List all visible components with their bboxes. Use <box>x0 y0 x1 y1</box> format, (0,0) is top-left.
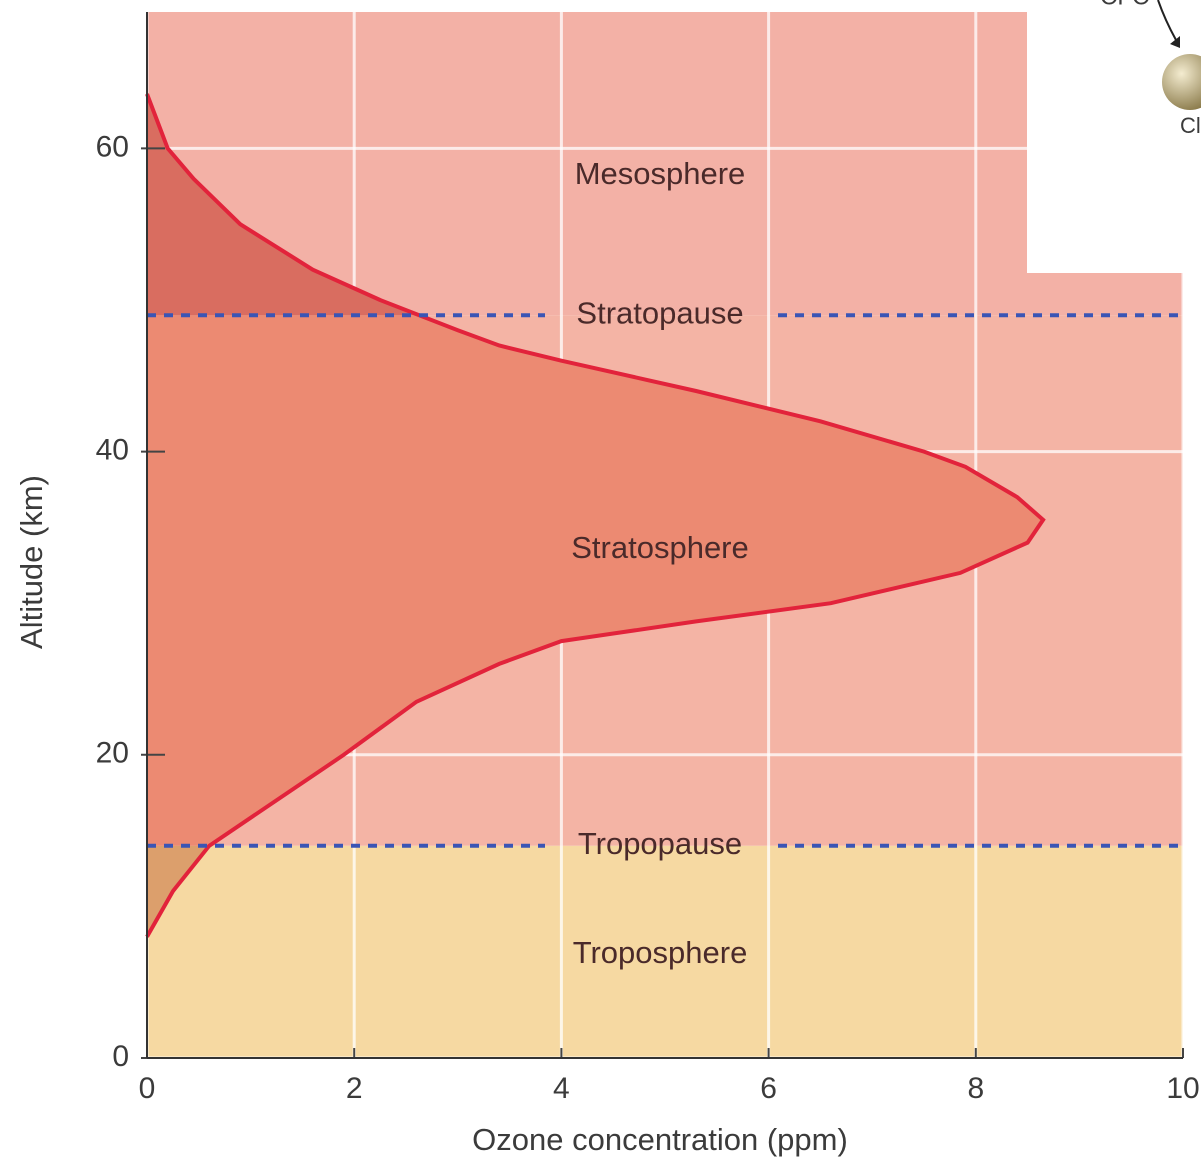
x-tick-label: 6 <box>760 1072 777 1105</box>
layer-label: Troposphere <box>573 935 748 970</box>
x-tick-label: 8 <box>967 1072 984 1105</box>
y-tick-label: 60 <box>96 130 129 163</box>
layer-label: Stratosphere <box>571 530 749 565</box>
y-tick-label: 20 <box>96 737 129 770</box>
y-axis-title: Altitude (km) <box>14 475 49 649</box>
y-tick-label: 40 <box>96 434 129 467</box>
boundary-label: Stratopause <box>576 295 743 330</box>
chart: 0 2 4 6 8 10 0 20 40 60 Tropopause Stratopause Tropo… <box>0 0 1201 1164</box>
x-tick-label: 10 <box>1166 1072 1199 1105</box>
page: {"chart_data": {"type": "line", "xlabel"… <box>0 0 1201 1164</box>
inset-label: CFC <box>1100 0 1149 10</box>
x-tick-label: 0 <box>139 1072 156 1105</box>
x-axis-title: Ozone concentration (ppm) <box>472 1122 848 1157</box>
boundary-label: Tropopause <box>578 826 742 861</box>
x-tick-label: 2 <box>346 1072 363 1105</box>
inset-label: Cl <box>1180 113 1201 138</box>
x-tick-label: 4 <box>553 1072 570 1105</box>
layer-label: Mesosphere <box>575 156 746 191</box>
y-tick-label: 0 <box>112 1040 129 1073</box>
